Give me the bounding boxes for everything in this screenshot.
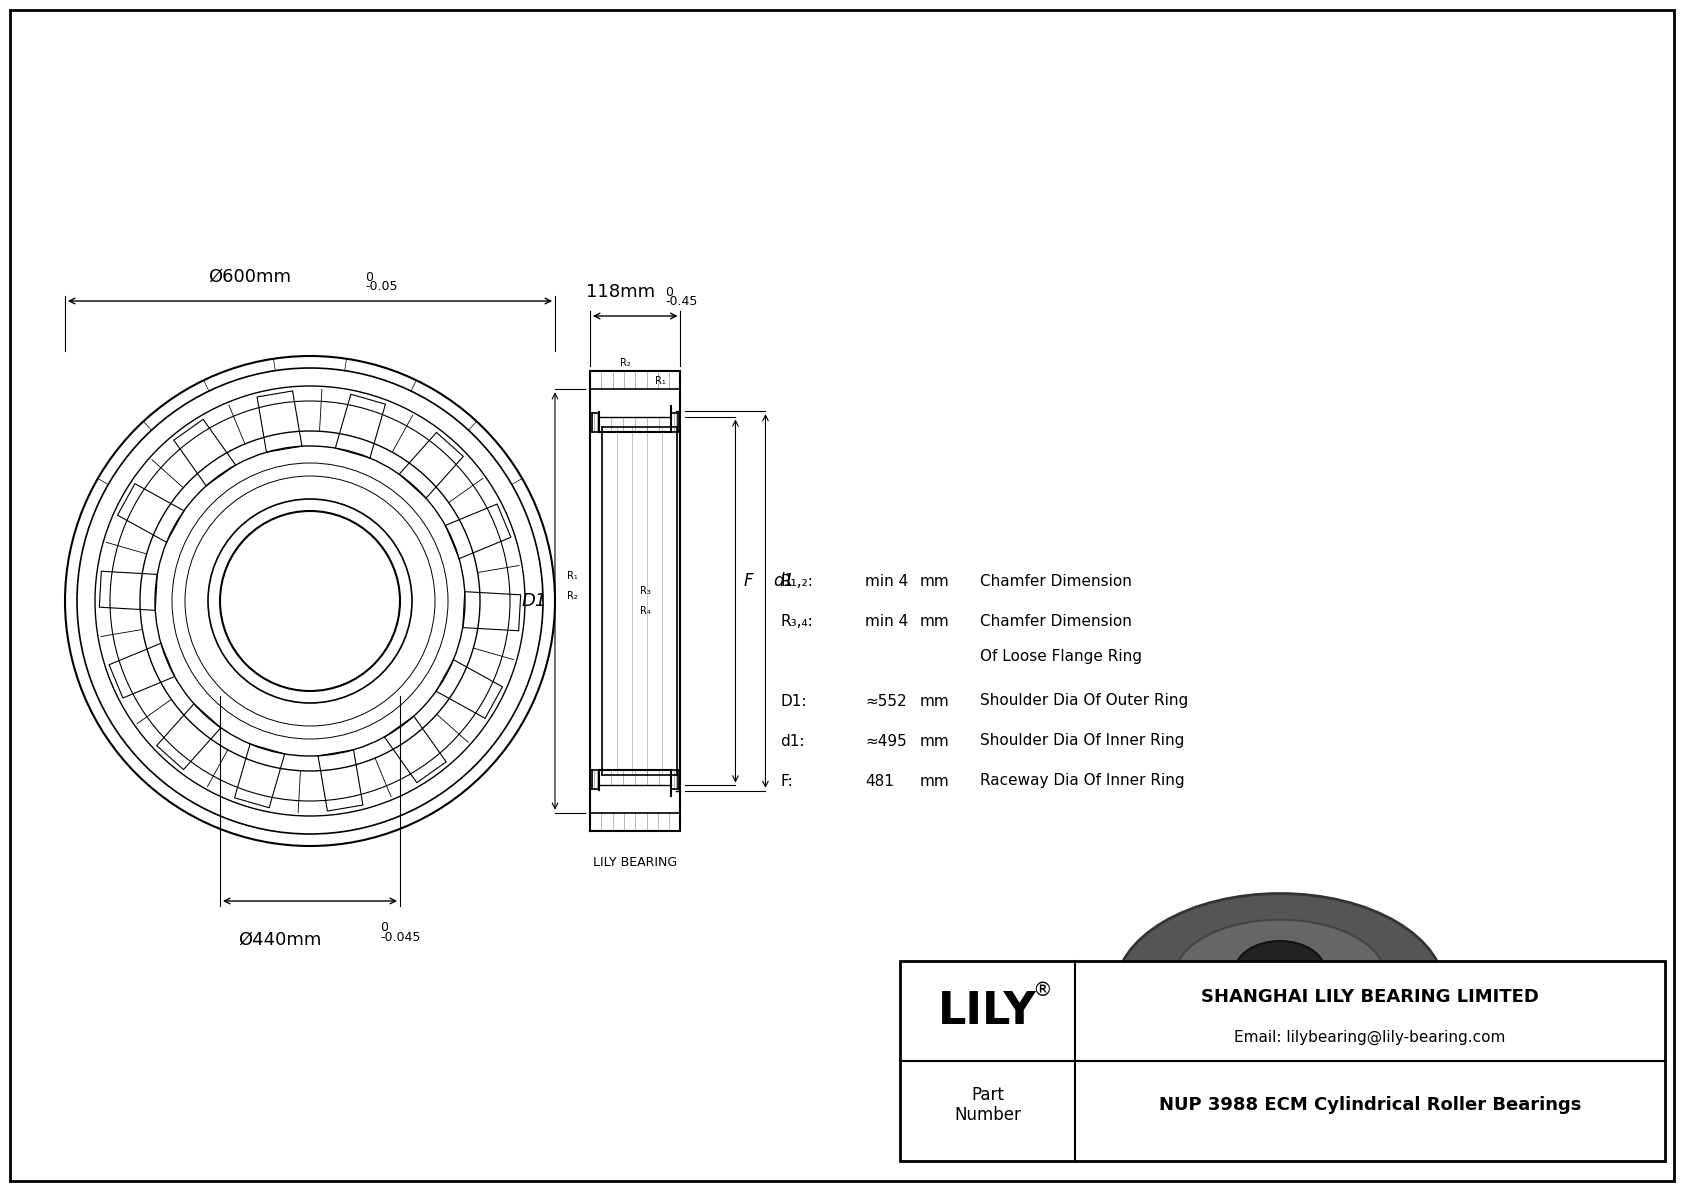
Text: min 4: min 4 [866, 613, 908, 629]
Text: Ø440mm: Ø440mm [239, 931, 322, 949]
Text: R₄: R₄ [640, 606, 652, 616]
Text: D1: D1 [522, 592, 547, 610]
Text: min 4: min 4 [866, 574, 908, 588]
Text: 481: 481 [866, 773, 894, 788]
Text: mm: mm [919, 574, 950, 588]
Text: d1: d1 [773, 572, 795, 590]
Text: SHANGHAI LILY BEARING LIMITED: SHANGHAI LILY BEARING LIMITED [1201, 989, 1539, 1006]
Text: 0: 0 [381, 921, 387, 934]
Text: D1:: D1: [780, 693, 807, 709]
Text: 0: 0 [665, 286, 674, 299]
Text: R₃,₄:: R₃,₄: [780, 613, 813, 629]
Text: F:: F: [780, 773, 793, 788]
Text: Chamfer Dimension: Chamfer Dimension [980, 574, 1132, 588]
Text: Raceway Dia Of Inner Ring: Raceway Dia Of Inner Ring [980, 773, 1184, 788]
Text: Part
Number: Part Number [955, 1086, 1021, 1124]
Text: F: F [743, 572, 753, 590]
Text: ≈552: ≈552 [866, 693, 906, 709]
Text: mm: mm [919, 613, 950, 629]
Text: LILY: LILY [938, 990, 1037, 1033]
Text: Ø600mm: Ø600mm [209, 268, 291, 286]
Text: ≈495: ≈495 [866, 734, 906, 748]
Text: -0.045: -0.045 [381, 931, 421, 944]
Ellipse shape [1175, 919, 1384, 1033]
Text: 118mm: 118mm [586, 283, 655, 301]
Text: Shoulder Dia Of Inner Ring: Shoulder Dia Of Inner Ring [980, 734, 1184, 748]
Text: mm: mm [919, 693, 950, 709]
Ellipse shape [1212, 1003, 1288, 1040]
Bar [899, 961, 1665, 1161]
Text: -0.05: -0.05 [365, 280, 397, 293]
Text: mm: mm [919, 734, 950, 748]
Text: Email: lilybearing@lily-bearing.com: Email: lilybearing@lily-bearing.com [1234, 1029, 1505, 1045]
Text: R₂: R₂ [620, 358, 630, 368]
Ellipse shape [1234, 941, 1325, 1000]
Text: R₁: R₁ [655, 376, 665, 386]
Text: 0: 0 [365, 272, 372, 283]
Text: R₂: R₂ [568, 591, 578, 601]
Text: R₁,₂:: R₁,₂: [780, 574, 813, 588]
Text: -0.45: -0.45 [665, 295, 697, 308]
Text: LILY BEARING: LILY BEARING [593, 856, 677, 869]
Ellipse shape [1115, 893, 1445, 1089]
Text: d1:: d1: [780, 734, 805, 748]
Text: R₃: R₃ [640, 586, 652, 596]
Text: Of Loose Flange Ring: Of Loose Flange Ring [980, 649, 1142, 663]
Text: Shoulder Dia Of Outer Ring: Shoulder Dia Of Outer Ring [980, 693, 1189, 709]
Text: mm: mm [919, 773, 950, 788]
Text: R₁: R₁ [568, 570, 578, 581]
Text: Chamfer Dimension: Chamfer Dimension [980, 613, 1132, 629]
Text: ®: ® [1032, 981, 1052, 1000]
Text: NUP 3988 ECM Cylindrical Roller Bearings: NUP 3988 ECM Cylindrical Roller Bearings [1159, 1096, 1581, 1114]
